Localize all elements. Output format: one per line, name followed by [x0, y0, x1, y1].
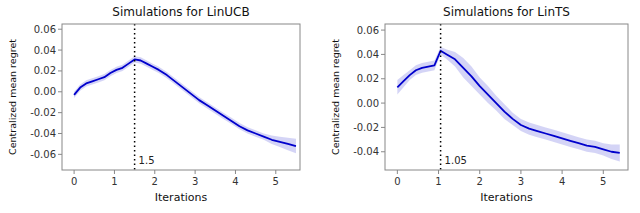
y-tick [58, 70, 62, 71]
plot-frame [62, 24, 300, 170]
vertical-line-label: 1.5 [139, 155, 155, 166]
x-tick-label: 4 [232, 176, 238, 187]
x-tick [195, 170, 196, 174]
mean-line [397, 51, 619, 153]
vertical-line [134, 24, 136, 170]
y-axis-label: Centralized mean regret [7, 39, 18, 155]
chart: 1.5 -0.06 -0.04 -0.02 0.00 0.02 0.04 0.06 0 1 2 3 4 5… [7, 5, 300, 204]
x-tick [438, 170, 439, 174]
x-tick-label: 3 [518, 176, 524, 187]
vertical-line-label: 1.05 [445, 155, 467, 166]
x-tick [114, 170, 115, 174]
plot-frame [385, 24, 628, 170]
x-tick-label: 0 [394, 176, 400, 187]
x-tick-label: 5 [273, 176, 279, 187]
y-tick-label: 0.00 [34, 86, 56, 97]
x-tick-label: 2 [477, 176, 483, 187]
y-tick [58, 91, 62, 92]
y-tick-label: -0.02 [30, 107, 56, 118]
x-tick [562, 170, 563, 174]
x-axis-label: Iterations [480, 191, 533, 204]
plot-area [397, 24, 619, 170]
y-tick [381, 151, 385, 152]
x-tick [479, 170, 480, 174]
x-tick [275, 170, 276, 174]
y-tick-label: 0.00 [357, 98, 379, 109]
x-tick-label: 3 [192, 176, 198, 187]
x-tick-label: 1 [435, 176, 441, 187]
y-tick [58, 112, 62, 113]
x-tick-label: 5 [600, 176, 606, 187]
y-tick [381, 54, 385, 55]
x-tick [154, 170, 155, 174]
std-band [397, 47, 619, 161]
x-tick-label: 4 [559, 176, 565, 187]
chart: 1.05 -0.04 -0.02 0.00 0.02 0.04 0.06 0 1 2 3 4 5 Simu… [330, 5, 628, 204]
x-tick-label: 1 [111, 176, 117, 187]
y-tick [58, 133, 62, 134]
chart-title: Simulations for LinUCB [112, 5, 249, 19]
y-tick [381, 78, 385, 79]
y-tick-label: 0.04 [34, 45, 56, 56]
y-tick [381, 30, 385, 31]
x-tick-label: 2 [152, 176, 158, 187]
plot-area [74, 24, 296, 170]
x-axis-label: Iterations [155, 191, 208, 204]
y-tick-label: 0.06 [357, 25, 379, 36]
x-tick [74, 170, 75, 174]
x-tick [397, 170, 398, 174]
x-tick [603, 170, 604, 174]
y-tick-label: 0.02 [34, 65, 56, 76]
y-tick-label: -0.06 [30, 149, 56, 160]
y-tick [381, 103, 385, 104]
y-tick [58, 50, 62, 51]
y-tick [58, 29, 62, 30]
y-tick [381, 127, 385, 128]
std-band [74, 56, 296, 153]
x-tick [235, 170, 236, 174]
y-tick-label: 0.04 [357, 49, 379, 60]
y-tick [58, 154, 62, 155]
chart-title: Simulations for LinTS [443, 5, 570, 19]
figure: 1.5 -0.06 -0.04 -0.02 0.00 0.02 0.04 0.06 0 1 2 3 4 5… [0, 0, 640, 213]
y-tick-label: 0.02 [357, 73, 379, 84]
vertical-line [440, 24, 442, 170]
y-tick-label: -0.04 [30, 128, 56, 139]
x-tick-label: 0 [71, 176, 77, 187]
mean-line [74, 59, 296, 146]
y-axis-label: Centralized mean regret [330, 39, 341, 155]
y-tick-label: -0.02 [353, 122, 379, 133]
y-tick-label: -0.04 [353, 146, 379, 157]
x-tick [520, 170, 521, 174]
y-tick-label: 0.06 [34, 24, 56, 35]
